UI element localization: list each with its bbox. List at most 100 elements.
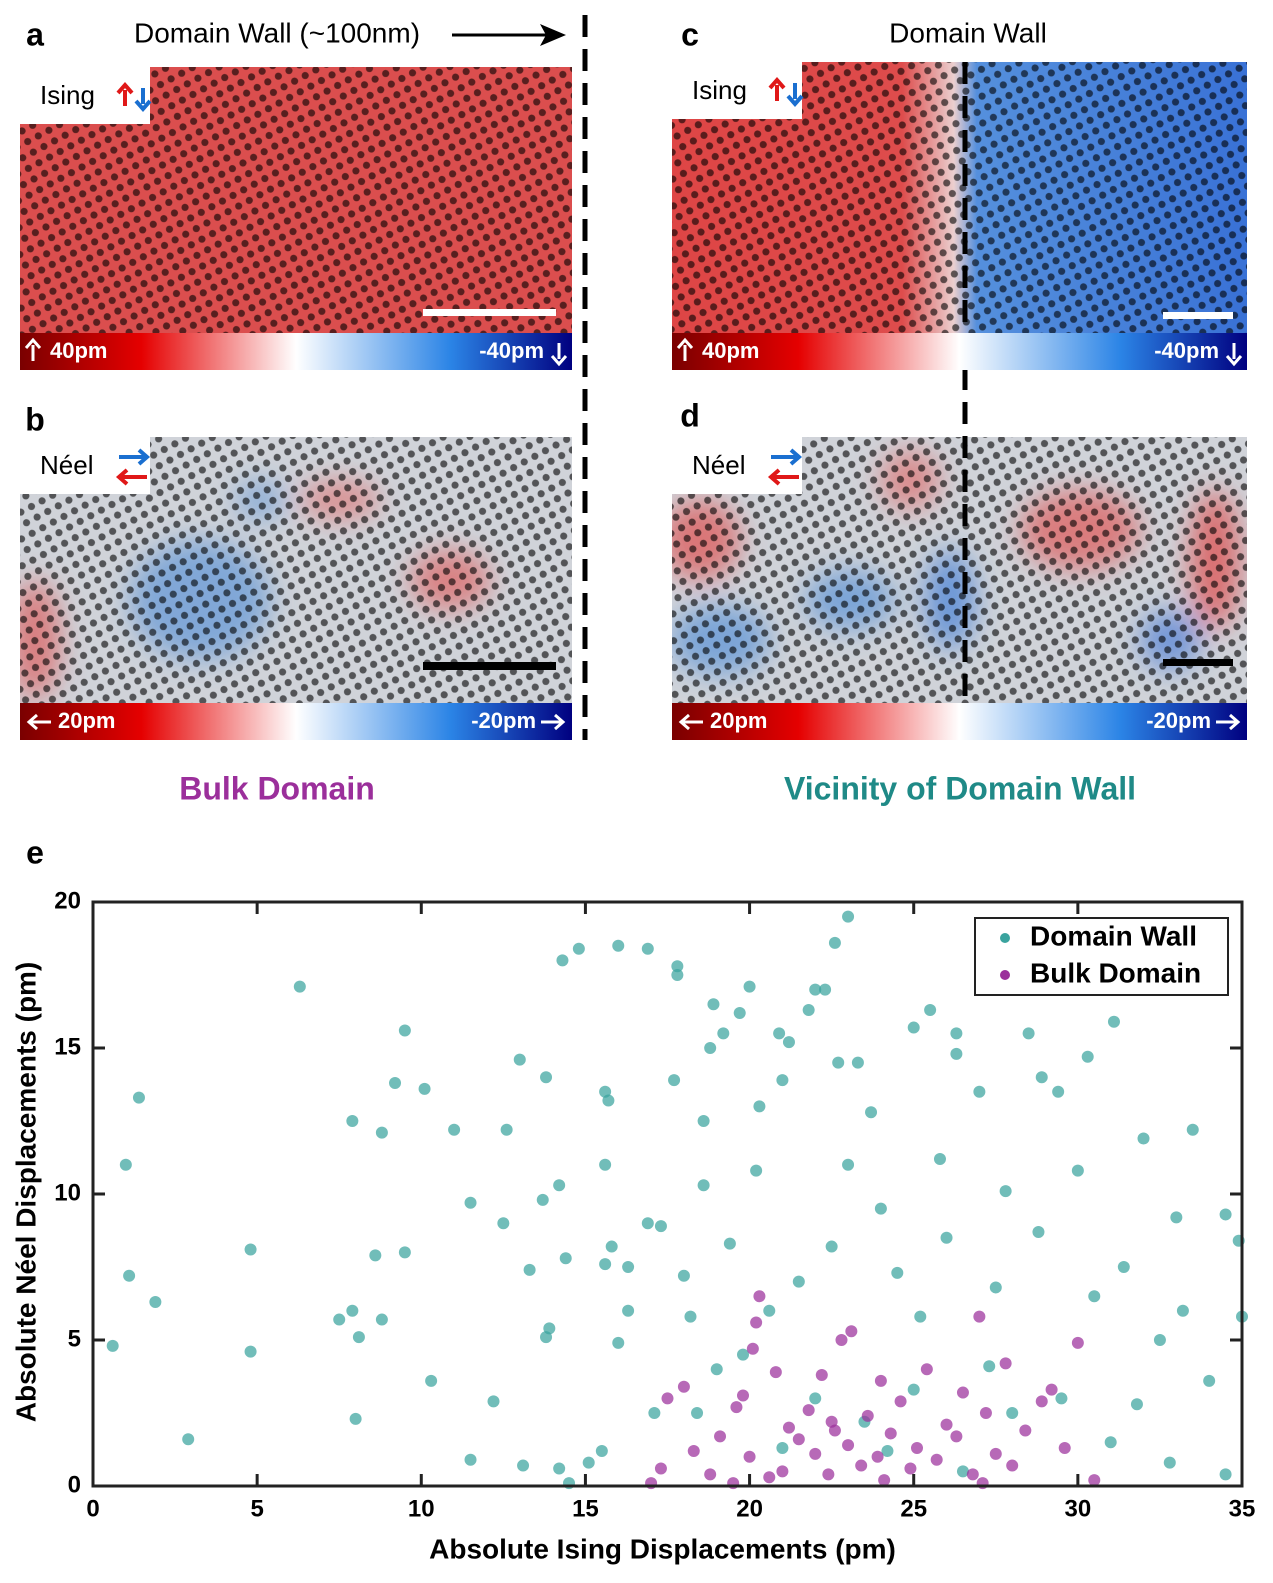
point (1071, 1164, 1084, 1177)
point (966, 1468, 979, 1481)
point (1045, 1383, 1058, 1396)
point (641, 942, 654, 955)
colorbar (20, 333, 572, 370)
point (809, 983, 822, 996)
point (704, 1468, 717, 1481)
x-tick-label: 30 (1065, 1495, 1092, 1522)
point (950, 1027, 963, 1040)
x-tick-label: 10 (408, 1495, 435, 1522)
point (753, 1100, 766, 1113)
point (500, 1123, 513, 1136)
point (293, 980, 306, 993)
panel-title: Domain Wall (~100nm) (134, 17, 420, 48)
point (809, 1447, 822, 1460)
x-tick-label: 15 (572, 1495, 599, 1522)
x-axis-label: Absolute Ising Displacements (pm) (429, 1533, 896, 1564)
colorbar (672, 333, 1247, 370)
point (730, 1401, 743, 1414)
point (704, 1042, 717, 1054)
point (907, 1021, 920, 1034)
point (119, 1158, 132, 1171)
arrow-head (767, 468, 781, 486)
point (182, 1433, 195, 1446)
point (782, 1036, 795, 1049)
point (973, 1310, 986, 1323)
point (687, 1444, 700, 1457)
point (763, 1471, 776, 1484)
point (622, 1304, 635, 1317)
point (1107, 1015, 1120, 1028)
point (677, 1269, 690, 1282)
point (1163, 1456, 1176, 1469)
arrow-head (24, 337, 42, 349)
arrow-head (1229, 713, 1241, 731)
y-tick-label: 15 (54, 1033, 81, 1060)
y-tick-label: 5 (68, 1325, 81, 1352)
arrow-head (115, 468, 129, 486)
point (497, 1217, 510, 1230)
point (398, 1024, 411, 1037)
point (691, 1407, 704, 1419)
point (599, 1258, 612, 1271)
colorbar-label: 40pm (702, 338, 759, 363)
point (750, 1316, 763, 1329)
point (1104, 1436, 1117, 1449)
point (352, 1331, 365, 1344)
point (668, 1074, 681, 1087)
colorbar-label: -20pm (1146, 708, 1211, 733)
point (989, 1281, 1002, 1294)
point (737, 1348, 750, 1361)
point (582, 1456, 595, 1469)
point (513, 1053, 526, 1066)
point (1058, 1442, 1071, 1455)
point (641, 1217, 654, 1230)
point (924, 1004, 937, 1017)
arrow-head (554, 713, 566, 731)
point (792, 1275, 805, 1288)
point (523, 1263, 536, 1276)
point (1130, 1398, 1143, 1411)
x-tick-label: 5 (250, 1495, 263, 1522)
y-tick-label: 0 (68, 1471, 81, 1498)
point (375, 1313, 388, 1326)
point (612, 939, 625, 952)
point (825, 1415, 838, 1428)
legend-box (974, 917, 1229, 996)
point (714, 1430, 727, 1443)
arrow-head (678, 713, 690, 731)
point (743, 1450, 756, 1463)
point (950, 1047, 963, 1060)
point (707, 998, 720, 1011)
point (149, 1296, 162, 1309)
point (1219, 1468, 1232, 1481)
point (1019, 1424, 1032, 1437)
point (881, 1444, 894, 1457)
x-tick-label: 35 (1229, 1495, 1256, 1522)
x-tick-label: 0 (86, 1495, 99, 1522)
point (1088, 1290, 1101, 1303)
point (746, 1342, 759, 1355)
point (763, 1304, 776, 1317)
point (622, 1261, 635, 1273)
arrow-head (786, 94, 804, 108)
caption: Vicinity of Domain Wall (784, 770, 1136, 806)
point (1137, 1132, 1150, 1145)
point (418, 1082, 431, 1095)
panel-label: d (680, 397, 700, 433)
colorbar-label: -40pm (479, 338, 544, 363)
arrow-head (134, 99, 152, 113)
point (1186, 1123, 1199, 1136)
point (855, 1459, 868, 1472)
panel-label: c (681, 16, 699, 52)
point (782, 1421, 795, 1434)
colorbar-label: -20pm (471, 708, 536, 733)
point (572, 942, 585, 955)
point (559, 1252, 572, 1265)
point (648, 1407, 661, 1419)
scale-bar (423, 662, 556, 670)
point (769, 1366, 782, 1379)
point (871, 1450, 884, 1463)
point (543, 1322, 556, 1335)
point (815, 1369, 828, 1382)
